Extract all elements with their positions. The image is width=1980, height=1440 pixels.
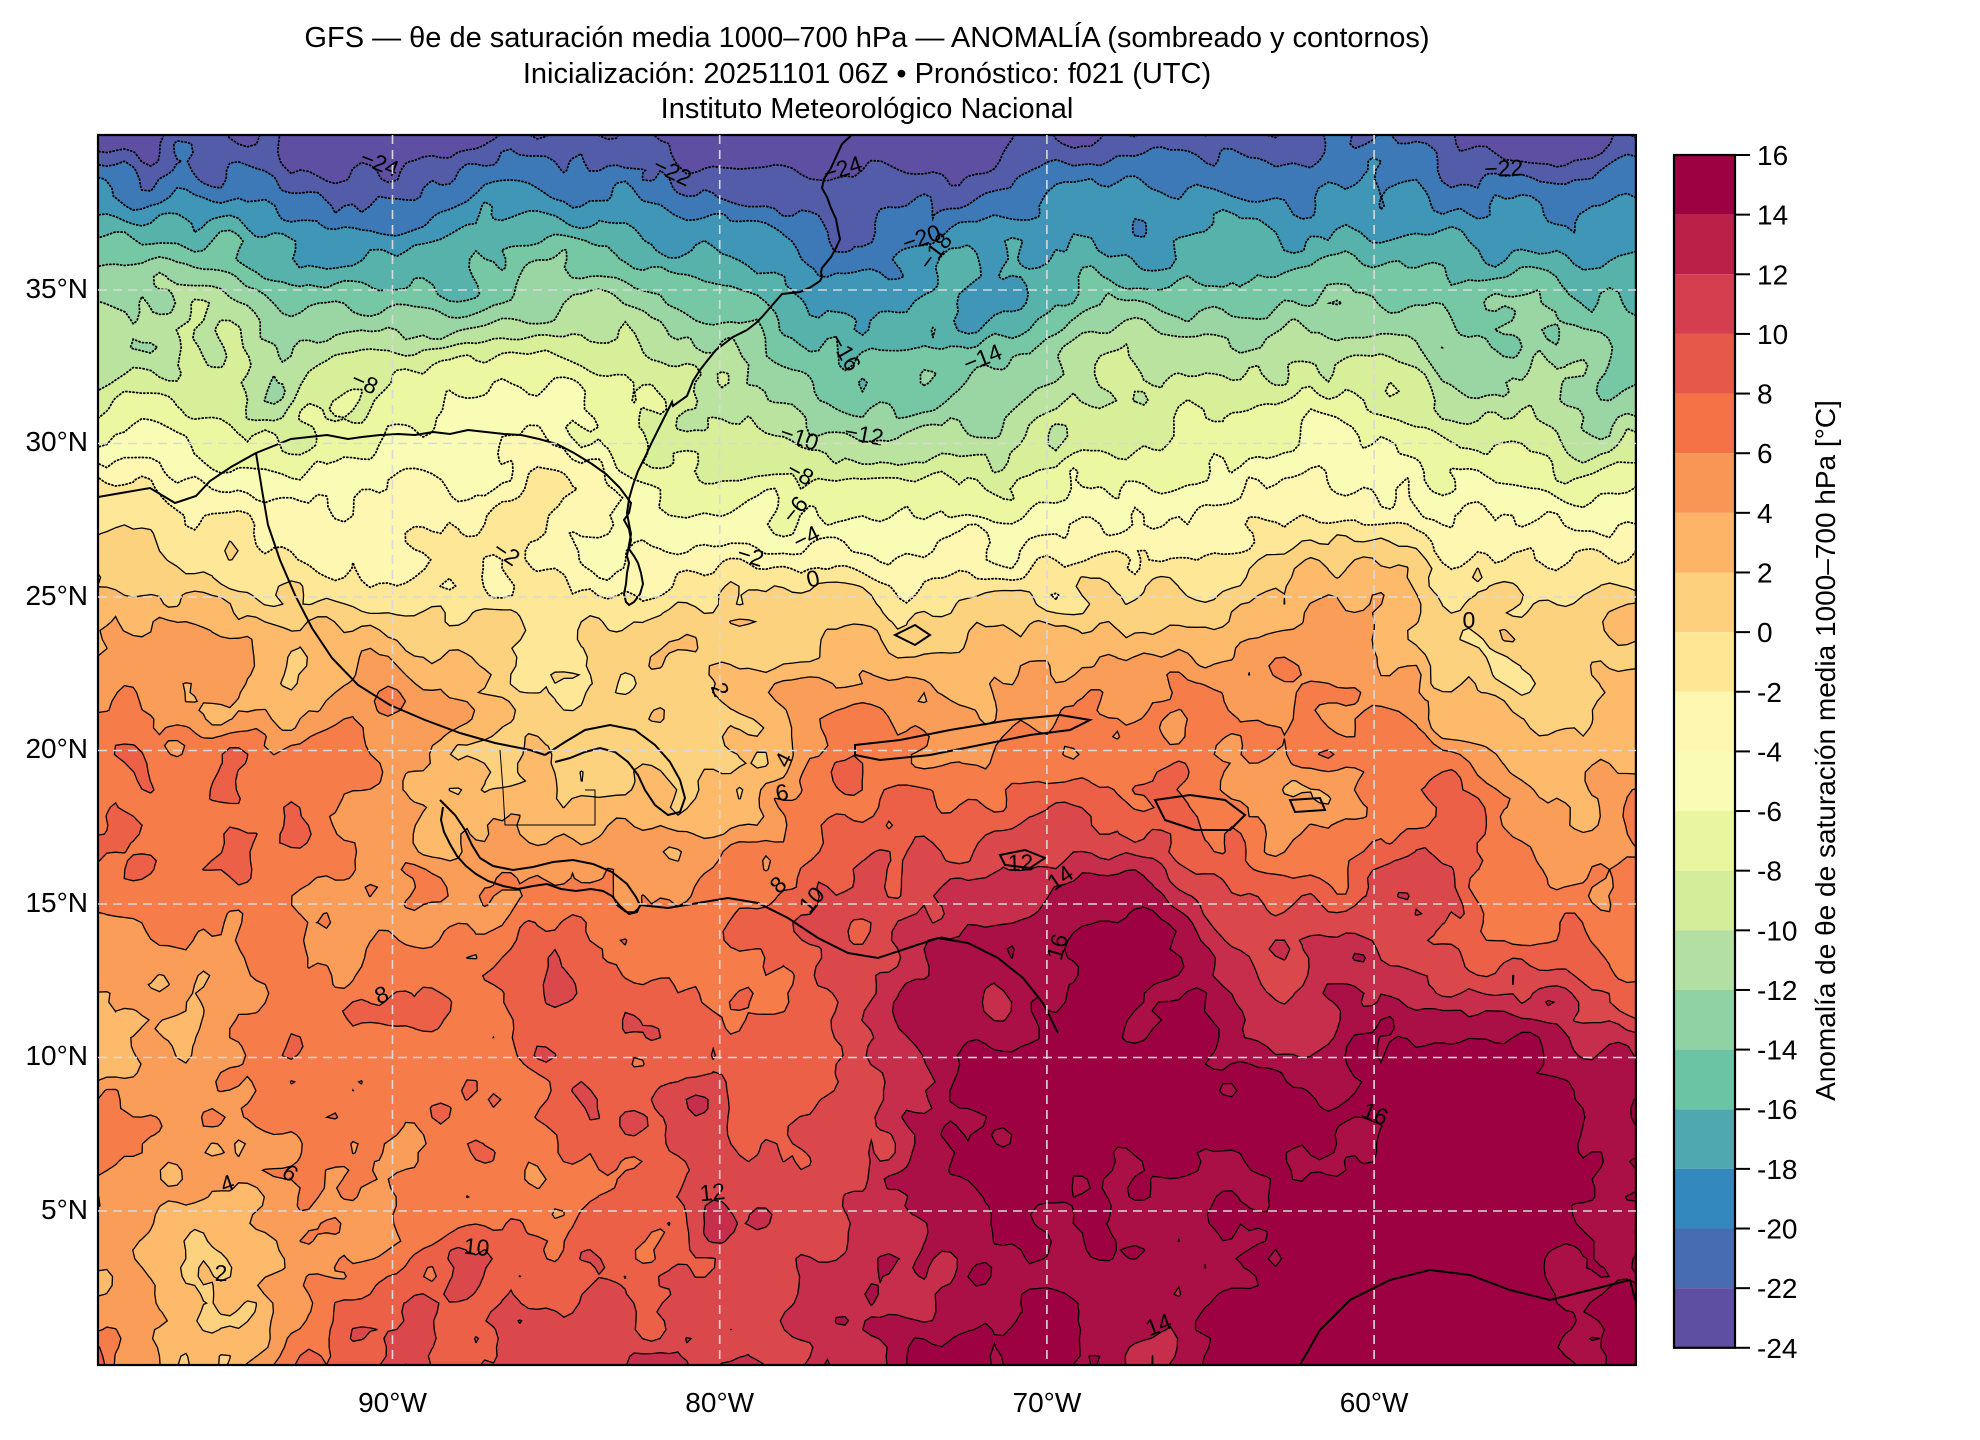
svg-text:-20: -20 [1757,1214,1797,1245]
svg-text:30°N: 30°N [25,426,88,457]
svg-text:-22: -22 [1757,1273,1797,1304]
svg-text:2: 2 [1757,557,1773,588]
svg-text:10: 10 [463,1233,491,1261]
svg-text:0: 0 [1757,617,1773,648]
svg-text:-8: -8 [1757,856,1782,887]
svg-text:-16: -16 [1757,1094,1797,1125]
svg-text:GFS — θe de saturación media 1: GFS — θe de saturación media 1000–700 hP… [304,21,1429,54]
svg-text:12: 12 [698,1178,726,1206]
svg-text:16: 16 [1757,140,1788,171]
svg-text:12: 12 [1007,849,1033,876]
svg-text:35°N: 35°N [25,273,88,304]
svg-text:-6: -6 [1757,796,1782,827]
svg-text:6: 6 [1757,438,1773,469]
svg-text:-24: -24 [1757,1333,1797,1364]
svg-text:12: 12 [1757,259,1788,290]
svg-text:−22: −22 [1484,154,1524,182]
svg-text:10°N: 10°N [25,1040,88,1071]
svg-text:25°N: 25°N [25,580,88,611]
svg-text:60°W: 60°W [1340,1387,1409,1418]
svg-text:2: 2 [215,1260,228,1286]
svg-text:4: 4 [1757,498,1773,529]
svg-text:90°W: 90°W [358,1387,427,1418]
svg-text:70°W: 70°W [1013,1387,1082,1418]
svg-text:Instituto Meteorológico Nacion: Instituto Meteorológico Nacional [661,93,1074,125]
svg-text:80°W: 80°W [685,1387,754,1418]
svg-text:15°N: 15°N [25,887,88,918]
svg-text:20°N: 20°N [25,733,88,764]
svg-text:-18: -18 [1757,1154,1797,1185]
svg-text:10: 10 [1757,319,1788,350]
svg-text:5°N: 5°N [41,1194,88,1225]
svg-text:-14: -14 [1757,1035,1797,1066]
svg-text:0: 0 [1463,607,1476,633]
svg-text:-12: -12 [1757,975,1797,1006]
svg-text:-4: -4 [1757,736,1782,767]
svg-text:Anomalía de θe de saturación m: Anomalía de θe de saturación media 1000–… [1810,400,1841,1101]
svg-text:Inicialización: 20251101 06Z: Inicialización: 20251101 06Z • Pronóstic… [523,58,1211,90]
svg-text:-10: -10 [1757,915,1797,946]
svg-text:8: 8 [1757,379,1773,410]
svg-text:-2: -2 [1757,677,1782,708]
svg-text:14: 14 [1757,200,1788,231]
